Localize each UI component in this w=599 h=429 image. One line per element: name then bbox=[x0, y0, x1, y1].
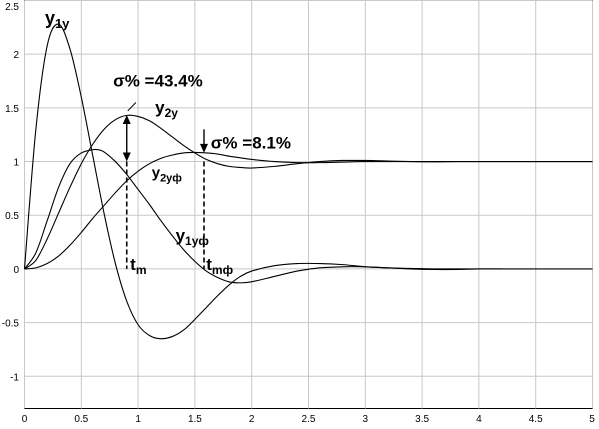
tm-label: tm bbox=[130, 255, 146, 277]
y-tick-label: 0.5 bbox=[5, 211, 19, 222]
overshoot-annotation-2: σ% =8.1% bbox=[211, 134, 291, 153]
x-tick-label: 5 bbox=[589, 414, 595, 425]
x-tick-label: 1 bbox=[135, 414, 141, 425]
x-tick-label: 3.5 bbox=[415, 414, 429, 425]
curve-label-main: y bbox=[155, 98, 165, 117]
tm-sub: m bbox=[136, 263, 147, 277]
x-tick-label: 4.5 bbox=[529, 414, 543, 425]
y-tick-label: -1 bbox=[10, 372, 19, 383]
overshoot-arrow-head-up bbox=[122, 114, 131, 124]
x-tick-label: 0 bbox=[22, 414, 28, 425]
y-tick-label: 1 bbox=[13, 158, 19, 169]
curve-label-1: y1y bbox=[45, 8, 70, 31]
curve-label-main: y bbox=[176, 226, 186, 245]
tmf-label: tmф bbox=[206, 255, 233, 277]
curve-label-main: y bbox=[45, 8, 55, 28]
y-axis-tick-labels: 2.5 2 1.5 1 0.5 0 -0.5 -1 bbox=[2, 2, 20, 383]
curve-label-sub: 2yф bbox=[160, 173, 182, 185]
series-line-1 bbox=[23, 23, 593, 340]
y-tick-label: 2.5 bbox=[5, 2, 19, 13]
x-tick-label: 3 bbox=[363, 414, 369, 425]
x-axis-tick-labels: 0 0.5 1 1.5 2 2.5 3 3.5 4 4.5 5 bbox=[22, 414, 596, 425]
curve-label-4: y1yф bbox=[176, 226, 210, 248]
tmf-main: t bbox=[206, 255, 212, 274]
curve-label-sub: 1y bbox=[55, 16, 70, 31]
curve-label-sub: 1yф bbox=[185, 234, 209, 248]
y-tick-label: 0 bbox=[13, 265, 19, 276]
x-tick-label: 0.5 bbox=[74, 414, 88, 425]
series-line-3 bbox=[24, 148, 502, 284]
overshoot-arrow2-head bbox=[199, 143, 208, 153]
y-tick-label: 1.5 bbox=[5, 104, 19, 115]
curve-label-sub: 2y bbox=[165, 106, 179, 120]
markers bbox=[122, 102, 208, 269]
curve-label-2: y2y bbox=[155, 98, 178, 120]
series-line-4 bbox=[24, 151, 593, 270]
tm-main: t bbox=[130, 255, 136, 274]
tmf-sub: mф bbox=[212, 263, 234, 277]
x-tick-label: 4 bbox=[476, 414, 482, 425]
grid-lines bbox=[24, 0, 593, 409]
curve-label-main: y bbox=[152, 165, 161, 182]
curve-label-3: y2yф bbox=[152, 165, 183, 185]
y-tick-label: -0.5 bbox=[2, 319, 20, 330]
curves bbox=[23, 23, 593, 340]
overshoot-annotation-1: σ% =43.4% bbox=[113, 71, 203, 90]
x-tick-label: 2 bbox=[249, 414, 255, 425]
y-tick-label: 2 bbox=[13, 50, 19, 61]
x-tick-label: 2.5 bbox=[302, 414, 316, 425]
overshoot-leader-line bbox=[127, 102, 137, 112]
overshoot-arrow-head-down bbox=[122, 152, 131, 162]
x-tick-label: 1.5 bbox=[188, 414, 202, 425]
